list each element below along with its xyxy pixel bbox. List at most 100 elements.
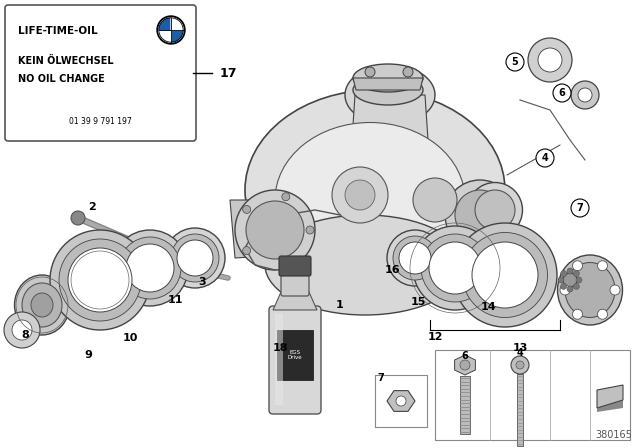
Text: 5: 5	[511, 57, 518, 67]
Ellipse shape	[528, 38, 572, 82]
FancyBboxPatch shape	[279, 256, 311, 276]
Circle shape	[553, 84, 571, 102]
Circle shape	[558, 277, 564, 283]
Ellipse shape	[345, 65, 435, 125]
Ellipse shape	[472, 242, 538, 308]
Ellipse shape	[165, 228, 225, 288]
Ellipse shape	[413, 226, 497, 310]
Text: 7: 7	[577, 203, 584, 213]
Circle shape	[536, 149, 554, 167]
Ellipse shape	[445, 180, 515, 250]
Circle shape	[159, 18, 183, 42]
Polygon shape	[275, 314, 283, 405]
Ellipse shape	[235, 190, 315, 270]
Polygon shape	[454, 355, 476, 375]
Circle shape	[567, 268, 573, 274]
Circle shape	[598, 261, 607, 271]
Text: 12: 12	[428, 332, 443, 342]
FancyBboxPatch shape	[435, 350, 630, 440]
Circle shape	[243, 206, 251, 213]
Circle shape	[365, 67, 375, 77]
Ellipse shape	[463, 233, 547, 318]
Ellipse shape	[399, 242, 431, 274]
Polygon shape	[273, 292, 317, 310]
Circle shape	[332, 167, 388, 223]
Text: 3: 3	[198, 277, 206, 287]
Circle shape	[506, 53, 524, 71]
Text: 380165: 380165	[595, 430, 632, 440]
Text: KEIN ÖLWECHSEL: KEIN ÖLWECHSEL	[18, 56, 114, 66]
Circle shape	[573, 261, 582, 271]
Ellipse shape	[31, 293, 53, 317]
Circle shape	[403, 67, 413, 77]
Ellipse shape	[265, 215, 465, 315]
Circle shape	[573, 309, 582, 319]
Text: NO OIL CHANGE: NO OIL CHANGE	[18, 74, 105, 84]
Polygon shape	[159, 30, 171, 42]
Ellipse shape	[112, 230, 188, 306]
Text: 16: 16	[385, 265, 401, 275]
Circle shape	[282, 259, 290, 267]
Ellipse shape	[429, 242, 481, 294]
Ellipse shape	[563, 273, 577, 287]
Ellipse shape	[171, 234, 219, 282]
Text: 13: 13	[512, 343, 528, 353]
Ellipse shape	[475, 190, 515, 230]
Circle shape	[176, 262, 188, 274]
Circle shape	[396, 396, 406, 406]
Text: LIFE-TIME-OIL: LIFE-TIME-OIL	[18, 26, 98, 36]
Text: 4: 4	[516, 348, 524, 358]
Ellipse shape	[245, 90, 505, 290]
Text: 7: 7	[378, 373, 385, 383]
Circle shape	[516, 361, 524, 369]
Ellipse shape	[353, 64, 423, 92]
Circle shape	[573, 284, 579, 289]
Polygon shape	[597, 385, 623, 408]
Circle shape	[243, 246, 251, 254]
Ellipse shape	[421, 234, 489, 302]
Ellipse shape	[22, 283, 62, 327]
Circle shape	[71, 211, 85, 225]
Ellipse shape	[387, 230, 443, 286]
Circle shape	[560, 285, 570, 295]
Text: 6: 6	[461, 351, 468, 361]
Polygon shape	[350, 95, 430, 170]
Ellipse shape	[467, 182, 522, 237]
Text: 4: 4	[541, 153, 548, 163]
Text: 01 39 9 791 197: 01 39 9 791 197	[69, 117, 132, 126]
Polygon shape	[353, 78, 423, 90]
Polygon shape	[171, 30, 183, 42]
Circle shape	[576, 277, 582, 283]
Ellipse shape	[571, 81, 599, 109]
Ellipse shape	[578, 88, 592, 102]
Circle shape	[413, 178, 457, 222]
FancyBboxPatch shape	[517, 374, 523, 446]
Ellipse shape	[177, 240, 213, 276]
Text: 15: 15	[410, 297, 426, 307]
Ellipse shape	[15, 275, 70, 335]
Ellipse shape	[246, 201, 304, 259]
Ellipse shape	[455, 190, 505, 240]
FancyBboxPatch shape	[281, 270, 309, 296]
Text: 18: 18	[272, 343, 288, 353]
Polygon shape	[159, 18, 171, 30]
Circle shape	[571, 199, 589, 217]
FancyBboxPatch shape	[277, 330, 313, 380]
Text: 6: 6	[559, 88, 565, 98]
Ellipse shape	[119, 237, 181, 299]
Text: 14: 14	[480, 302, 496, 312]
Text: 10: 10	[122, 333, 138, 343]
Ellipse shape	[126, 244, 174, 292]
Polygon shape	[387, 391, 415, 411]
Text: 11: 11	[167, 295, 183, 305]
Ellipse shape	[68, 248, 132, 312]
Circle shape	[306, 226, 314, 234]
Circle shape	[460, 360, 470, 370]
Circle shape	[610, 285, 620, 295]
Circle shape	[561, 284, 566, 289]
Text: 17: 17	[220, 66, 237, 79]
Text: 8: 8	[21, 330, 29, 340]
Circle shape	[282, 193, 290, 201]
Polygon shape	[171, 18, 183, 30]
FancyBboxPatch shape	[269, 306, 321, 414]
